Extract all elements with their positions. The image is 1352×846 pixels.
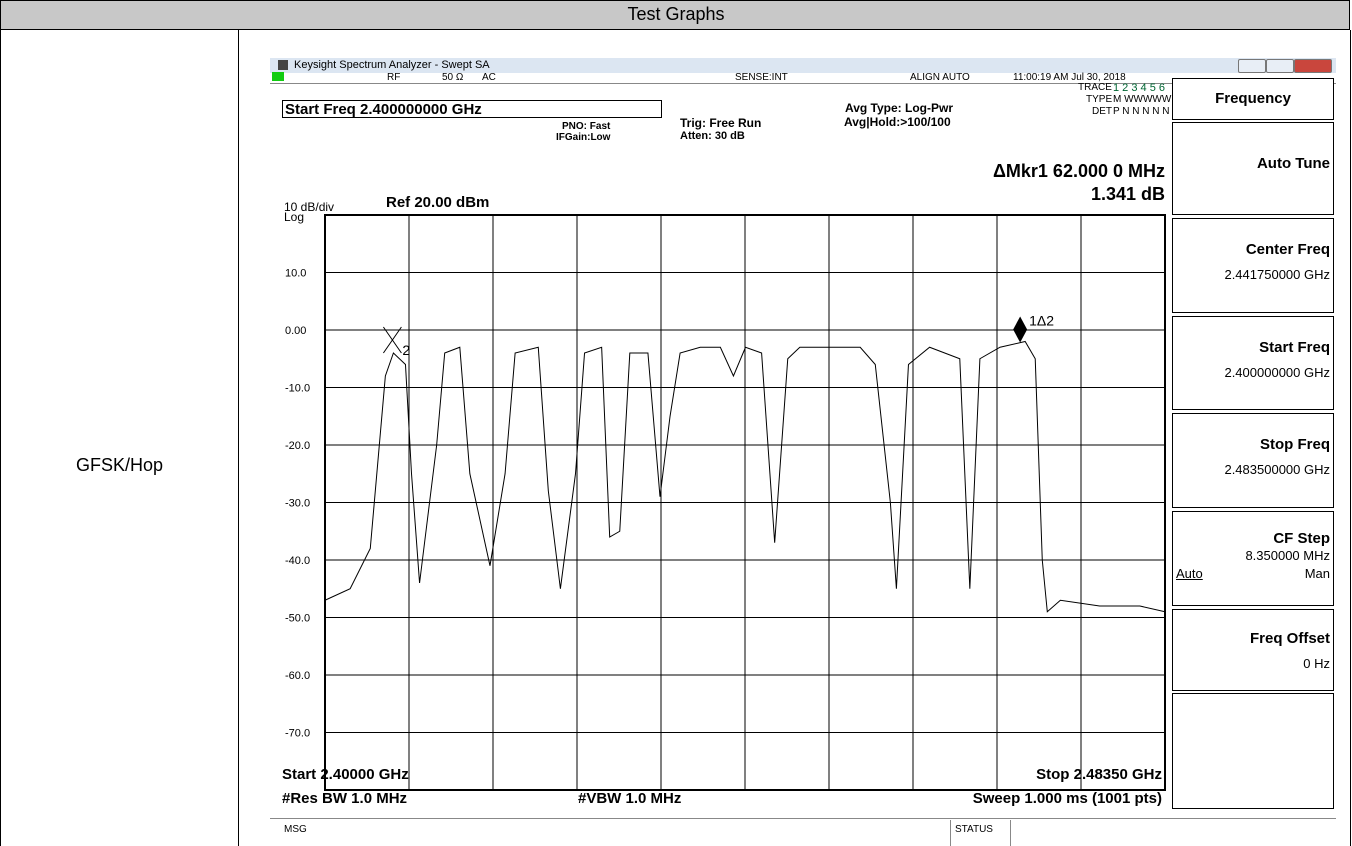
status: STATUS — [955, 824, 993, 835]
softkey-menu-title: Frequency — [1172, 78, 1334, 120]
softkey[interactable]: Freq Offset 0 Hz — [1172, 609, 1334, 691]
softkey-value: 2.400000000 GHz — [1224, 365, 1330, 380]
header-text: Test Graphs — [627, 4, 725, 24]
trace-nums: 1 2 3 4 5 6 — [1113, 82, 1165, 94]
marker-x — [382, 326, 402, 354]
softkey-value: 0 Hz — [1303, 656, 1330, 671]
log: Log — [284, 210, 305, 224]
title-bar — [270, 58, 1336, 73]
start-freq-field: Start Freq 2.400000000 GHz — [282, 100, 662, 118]
y-tick-label: -60.0 — [285, 670, 310, 682]
sense: SENSE:INT — [735, 72, 788, 83]
softkey-label: CF Step — [1273, 530, 1330, 547]
vbw: #VBW 1.0 MHz — [578, 790, 682, 807]
y-tick-label: -20.0 — [285, 440, 310, 452]
marker-label: 1Δ2 — [1029, 313, 1054, 329]
softkey-label: Center Freq — [1245, 241, 1330, 258]
marker-diamond — [1013, 316, 1028, 343]
restore-button[interactable] — [1266, 59, 1294, 73]
trace-label: TRACE — [1078, 82, 1112, 93]
marker-readout: ΔMkr1 62.000 0 MHz — [992, 161, 1165, 181]
table-header — [0, 0, 1350, 30]
atten: Atten: 30 dB — [680, 130, 745, 142]
y-tick-label: -10.0 — [285, 383, 310, 395]
rf: RF — [387, 72, 401, 83]
ref-level: Ref 20.00 dBm — [386, 194, 490, 211]
coupling: AC — [482, 72, 496, 83]
trig: Trig: Free Run — [680, 116, 762, 130]
softkey-auto: Auto — [1176, 566, 1203, 581]
start-label: Start 2.40000 GHz — [282, 766, 409, 783]
divider — [950, 820, 951, 846]
row-label: GFSK/Hop — [75, 455, 164, 475]
cell-border — [1350, 30, 1351, 846]
softkey[interactable]: Center Freq 2.441750000 GHz — [1172, 218, 1334, 313]
stop-label: Stop 2.48350 GHz — [1036, 766, 1162, 783]
softkey[interactable]: Start Freq 2.400000000 GHz — [1172, 316, 1334, 410]
status-row — [270, 73, 1336, 84]
softkey-label: Auto Tune — [1256, 155, 1330, 172]
y-tick-label: 0.00 — [285, 325, 306, 337]
softkey-label: Start Freq — [1259, 339, 1330, 356]
y-tick-label: -50.0 — [285, 613, 310, 625]
y-tick-label: -30.0 — [285, 498, 310, 510]
ifgain: IFGain:Low — [556, 132, 611, 143]
pno: PNO: Fast — [562, 121, 611, 132]
sweep: Sweep 1.000 ms (1001 pts) — [972, 790, 1162, 807]
window-title: Keysight Spectrum Analyzer - Swept SA — [294, 59, 490, 71]
softkey-man: Man — [1304, 566, 1330, 581]
type-vals: M WWWWW — [1113, 94, 1172, 105]
y-tick-label: -40.0 — [285, 555, 310, 567]
softkey-value: 8.350000 MHz — [1245, 548, 1330, 563]
det-vals: P N N N N N — [1113, 106, 1170, 117]
impedance: 50 Ω — [442, 72, 464, 83]
close-button[interactable] — [1294, 59, 1332, 73]
det-label: DET — [1092, 106, 1112, 117]
app-icon — [278, 60, 288, 70]
y-tick-label: -70.0 — [285, 728, 310, 740]
marker-label: 2 — [402, 342, 410, 358]
minimize-button[interactable] — [1238, 59, 1266, 73]
softkey-blank — [1172, 693, 1334, 809]
y-tick-label: 10.0 — [285, 268, 306, 280]
align: ALIGN AUTO — [910, 72, 970, 83]
softkey-label: Stop Freq — [1260, 436, 1330, 453]
lxi-icon — [272, 72, 284, 81]
trace — [324, 340, 1166, 613]
menu-title: Frequency — [1215, 90, 1291, 107]
softkey[interactable]: Stop Freq 2.483500000 GHz — [1172, 413, 1334, 508]
avg-type: Avg Type: Log-Pwr — [845, 101, 953, 115]
softkey-label: Freq Offset — [1249, 630, 1330, 647]
analyzer-window: Keysight Spectrum Analyzer - Swept SA — [270, 58, 1336, 846]
row-label-cell — [0, 30, 239, 846]
softkey-value: 2.483500000 GHz — [1224, 462, 1330, 477]
marker-value: 1.341 dB — [1090, 184, 1165, 204]
softkey[interactable]: CF Step 8.350000 MHz Auto Man — [1172, 511, 1334, 606]
rbw: #Res BW 1.0 MHz — [282, 790, 408, 807]
scale: 10 dB/div — [284, 200, 335, 214]
type-label: TYPE — [1086, 94, 1113, 105]
softkey[interactable]: Auto Tune — [1172, 122, 1334, 215]
divider — [1010, 820, 1011, 846]
msg: MSG — [284, 824, 307, 835]
avg-hold: Avg|Hold:>100/100 — [844, 115, 951, 129]
clock: 11:00:19 AM Jul 30, 2018 — [1013, 72, 1126, 83]
divider — [270, 818, 1336, 819]
softkey-value: 2.441750000 GHz — [1224, 267, 1330, 282]
